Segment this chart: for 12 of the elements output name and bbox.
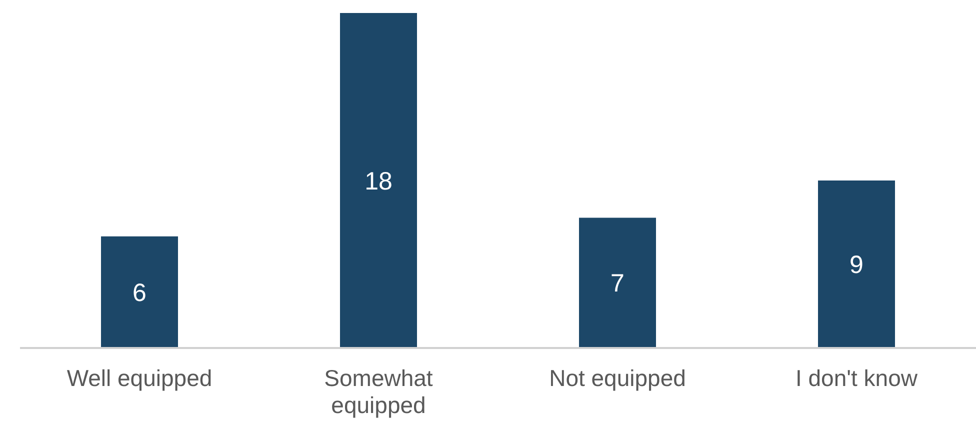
data-label: 6: [132, 279, 146, 308]
bar: [101, 236, 178, 348]
x-tick-label: Well equipped: [66, 365, 212, 391]
x-tick-label: Not equipped: [549, 365, 686, 391]
x-tick-label: I don't know: [795, 365, 918, 391]
data-label: 18: [364, 167, 392, 196]
data-label: 9: [850, 251, 864, 280]
bar: [818, 180, 895, 348]
bar: [340, 13, 417, 348]
data-label: 7: [610, 270, 624, 298]
x-tick-label: Somewhat equipped: [324, 365, 434, 418]
bar: [579, 218, 656, 348]
